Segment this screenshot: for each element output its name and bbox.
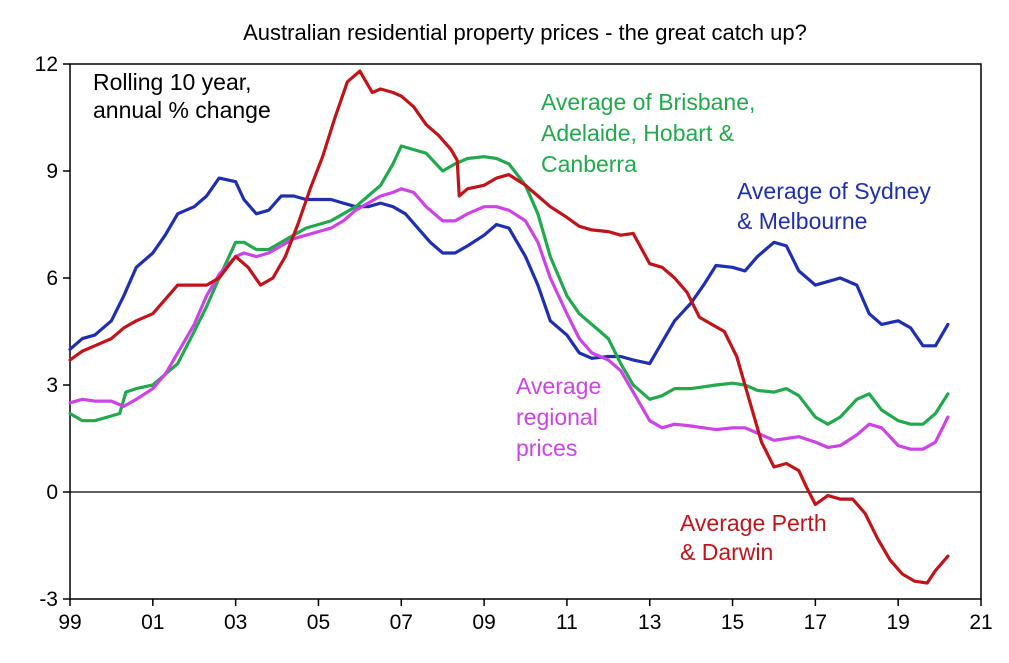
x-tick-label: 13 (638, 611, 661, 634)
y-tick-label: 6 (46, 267, 58, 290)
annotation-line: Canberra (541, 151, 637, 177)
annotation-line: regional (516, 404, 598, 430)
x-tick-label: 03 (224, 611, 247, 634)
x-axis: 99 01 03 05 07 09 11 13 15 17 19 21 (58, 599, 993, 634)
y-tick-label: -3 (39, 588, 58, 611)
series-line-4 (68, 69, 950, 585)
annotation-layer: Rolling 10 year, annual % change Average o… (93, 69, 931, 565)
annotation-line: Average Perth (680, 510, 827, 536)
annotation-3: Average of Sydney & Melbourne (737, 178, 931, 234)
x-tick-label: 17 (804, 611, 827, 634)
x-tick-label: 09 (472, 611, 495, 634)
x-tick-label: 07 (390, 611, 413, 634)
series-line-1 (68, 176, 950, 366)
y-tick-label: 3 (46, 374, 58, 397)
annotation-line: Adelaide, Hobart & (541, 120, 734, 146)
annotation-2: Average of Brisbane, Adelaide, Hobart & Ca… (541, 89, 755, 177)
y-tick-label: 12 (35, 53, 58, 76)
x-tick-label: 11 (556, 611, 578, 634)
annotation-line: & Melbourne (737, 208, 867, 234)
y-tick-label: 0 (46, 481, 58, 504)
x-tick-label: 21 (969, 611, 992, 634)
annotation-line: prices (516, 435, 577, 461)
series-line-2 (68, 144, 950, 426)
series-line-3 (68, 187, 950, 451)
annotation-line: & Darwin (680, 539, 773, 565)
chart-title: Australian residential property prices -… (243, 20, 807, 45)
x-tick-label: 01 (141, 611, 164, 634)
annotation-line: Average of Sydney (737, 178, 931, 204)
x-tick-label: 05 (307, 611, 330, 634)
x-tick-label: 19 (887, 611, 910, 634)
annotation-line: annual % change (93, 97, 271, 123)
annotation-line: Average (516, 373, 601, 399)
x-tick-label: 99 (58, 611, 81, 634)
y-tick-label: 9 (46, 160, 58, 183)
series-layer (68, 69, 950, 585)
annotation-4: Average regional prices (516, 373, 601, 461)
annotation-line: Average of Brisbane, (541, 89, 755, 115)
y-axis: -3 0 3 6 9 12 (35, 53, 70, 611)
x-tick-label: 15 (721, 611, 744, 634)
plot-frame (69, 63, 982, 600)
annotation-line: Rolling 10 year, (93, 69, 252, 95)
annotation-5: Average Perth & Darwin (680, 510, 827, 565)
annotation-1: Rolling 10 year, annual % change (93, 69, 271, 123)
